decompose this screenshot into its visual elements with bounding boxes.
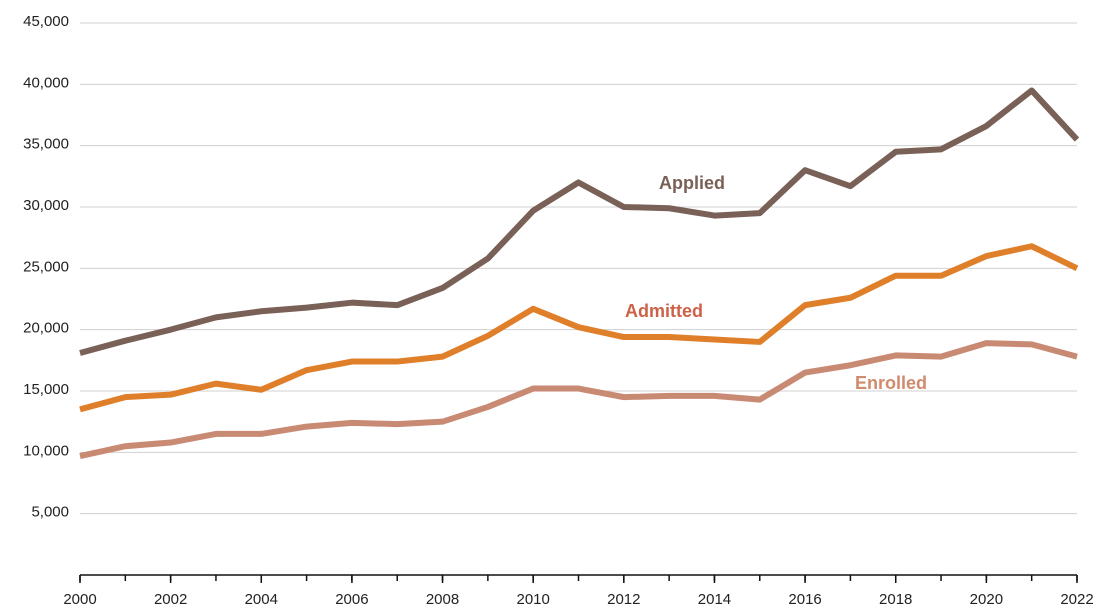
- series-label: Admitted: [625, 301, 703, 321]
- series-label: Enrolled: [855, 373, 927, 393]
- x-tick-label: 2012: [607, 591, 640, 608]
- y-tick-label: 35,000: [23, 136, 69, 153]
- x-tick-label: 2010: [516, 591, 549, 608]
- x-tick-label: 2000: [63, 591, 96, 608]
- y-tick-label: 25,000: [23, 258, 69, 275]
- series-line: [79, 243, 1079, 413]
- y-tick-label: 5,000: [31, 504, 69, 521]
- x-tick-label: 2014: [698, 591, 731, 608]
- x-tick-label: 2008: [426, 591, 459, 608]
- series-line: [79, 340, 1078, 459]
- y-tick-label: 10,000: [23, 442, 69, 459]
- x-tick-label: 2004: [245, 591, 278, 608]
- x-tick-label: 2018: [879, 591, 912, 608]
- y-tick-label: 30,000: [23, 197, 69, 214]
- x-tick-label: 2002: [154, 591, 187, 608]
- series-line: [79, 87, 1080, 356]
- y-tick-label: 20,000: [23, 320, 69, 337]
- x-tick-label: 2022: [1060, 591, 1093, 608]
- x-tick-label: 2020: [970, 591, 1003, 608]
- x-tick-label: 2016: [788, 591, 821, 608]
- x-tick-label: 2006: [335, 591, 368, 608]
- y-tick-label: 45,000: [23, 13, 69, 30]
- y-tick-label: 40,000: [23, 74, 69, 91]
- y-tick-label: 15,000: [23, 381, 69, 398]
- series-label: Applied: [659, 173, 725, 193]
